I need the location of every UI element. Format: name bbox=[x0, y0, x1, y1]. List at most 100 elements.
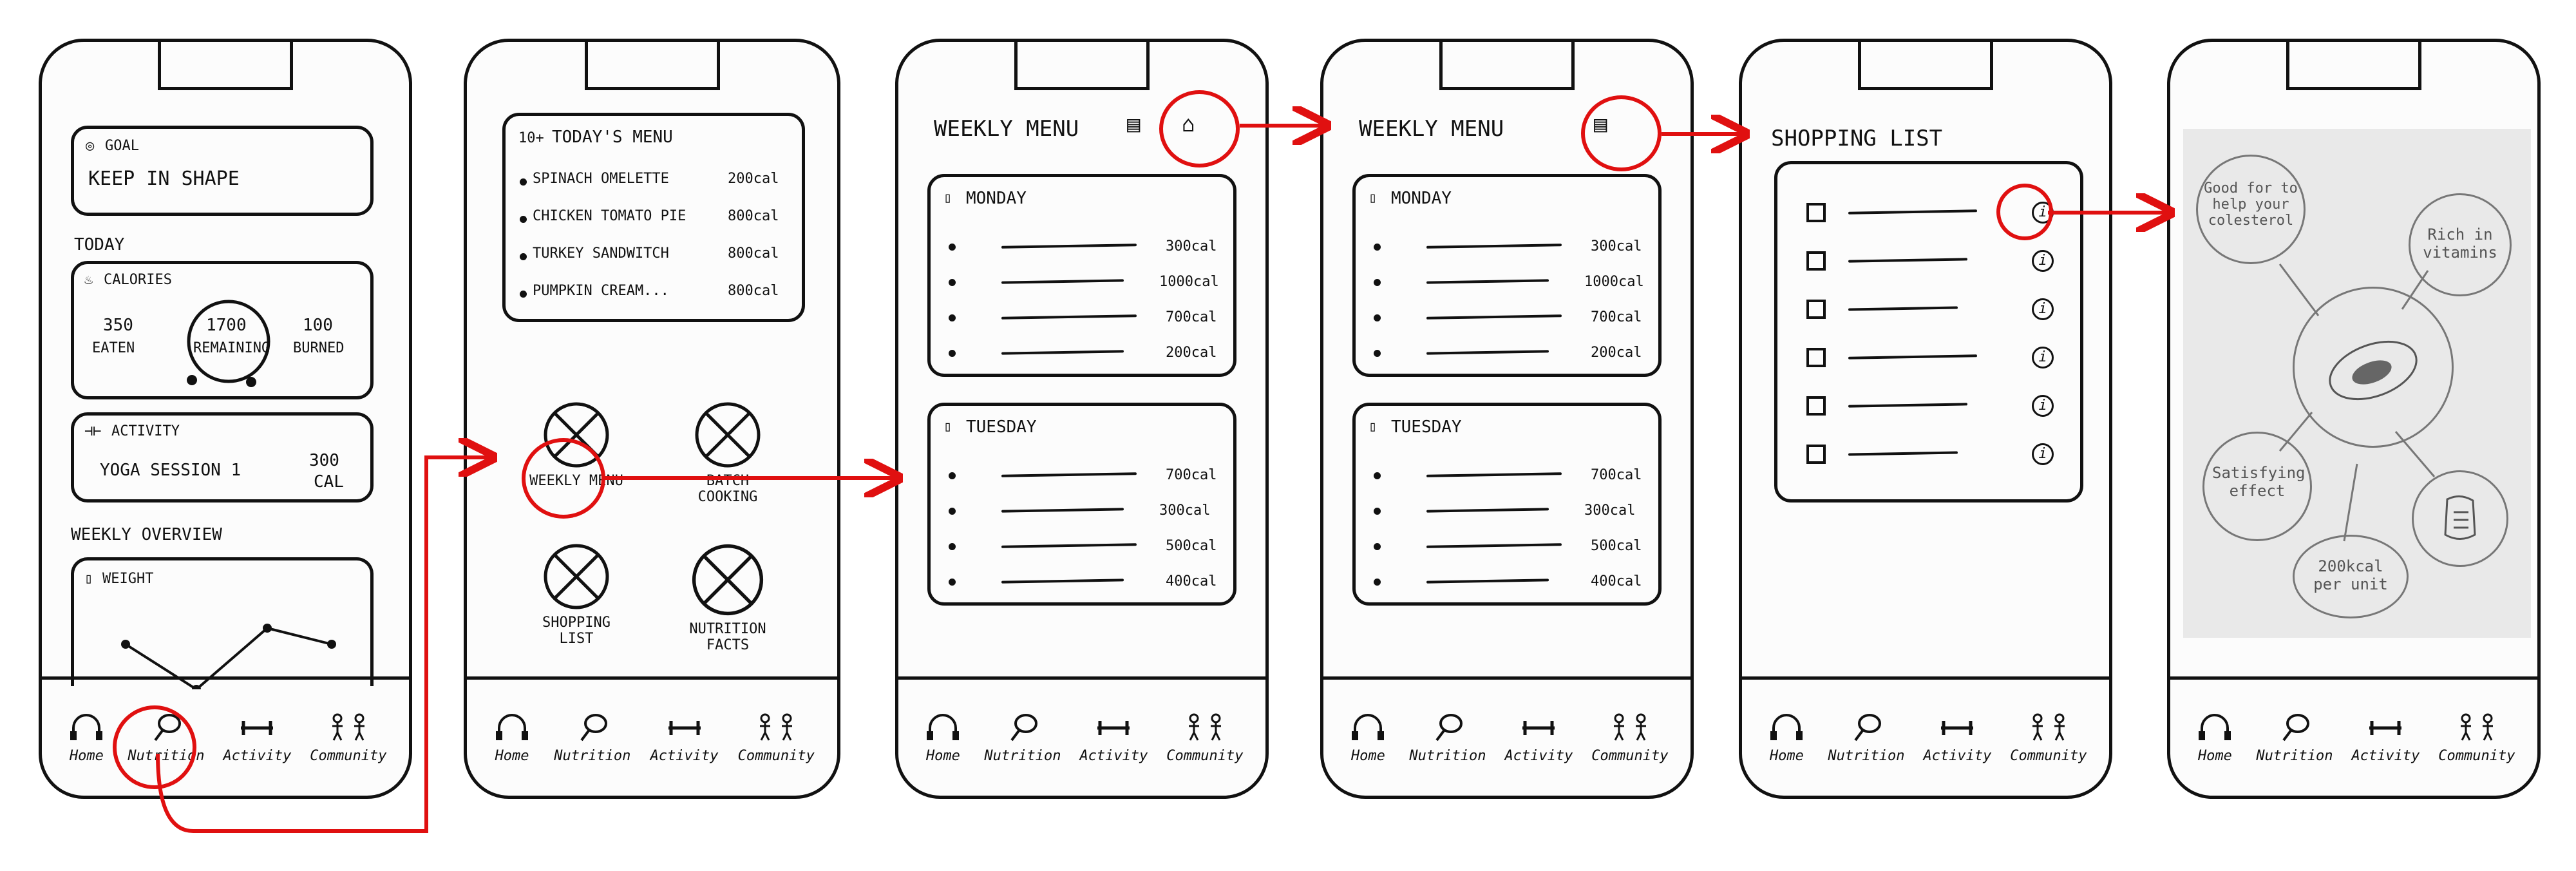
tab-nutrition[interactable]: Nutrition bbox=[1409, 712, 1486, 764]
tab-activity[interactable]: Activity bbox=[1923, 712, 1991, 764]
meal-cal: 700cal bbox=[1166, 309, 1217, 325]
dumbbell-icon bbox=[241, 720, 274, 735]
tile-batch-cooking-label: BATCH COOKING bbox=[697, 473, 758, 505]
todays-menu-card[interactable]: 10+ TODAY'S MENU SPINACH OMELETTE 200cal C… bbox=[502, 113, 805, 322]
shopping-item-text bbox=[1848, 354, 1978, 359]
weight-card[interactable]: ▯ WEIGHT bbox=[71, 557, 374, 689]
day-card[interactable]: ▯ TUESDAY 700cal 300cal 500cal 400cal bbox=[1352, 403, 1662, 606]
shopping-item-checkbox[interactable] bbox=[1806, 348, 1826, 367]
meal-cal: 200cal bbox=[1591, 345, 1642, 361]
shopping-item-checkbox[interactable] bbox=[1806, 203, 1826, 222]
tab-community[interactable]: Community bbox=[310, 712, 387, 764]
placeholder-x-icon bbox=[695, 402, 761, 468]
tab-activity[interactable]: Activity bbox=[223, 712, 291, 764]
note-kcal: 200kcal per unit bbox=[2313, 557, 2388, 593]
tab-home[interactable]: Home bbox=[2192, 712, 2237, 764]
info-icon[interactable]: i bbox=[2032, 395, 2054, 417]
tab-home[interactable]: Home bbox=[1345, 712, 1390, 764]
tab-home[interactable]: Home bbox=[920, 712, 965, 764]
menu-icon: 10+ bbox=[518, 130, 544, 146]
drumstick-icon bbox=[1854, 713, 1881, 741]
shopping-item-checkbox[interactable] bbox=[1806, 251, 1826, 271]
tab-nutrition[interactable]: Nutrition bbox=[984, 712, 1061, 764]
highlight-info-icon bbox=[1996, 184, 2053, 240]
tab-community[interactable]: Community bbox=[1166, 712, 1244, 764]
fist-bubble bbox=[2412, 470, 2508, 567]
notch bbox=[1439, 42, 1575, 90]
people-icon bbox=[2032, 713, 2065, 741]
tab-home[interactable]: Home bbox=[64, 712, 109, 764]
tab-activity[interactable]: Activity bbox=[650, 712, 719, 764]
shopping-item-text bbox=[1848, 403, 1968, 408]
fist-icon bbox=[2444, 495, 2476, 540]
drumstick-icon bbox=[580, 713, 607, 741]
meal-bullet bbox=[949, 244, 956, 251]
tab-community[interactable]: Community bbox=[738, 712, 815, 764]
tab-nutrition[interactable]: Nutrition bbox=[2256, 712, 2333, 764]
tile-shopping-list[interactable]: SHOPPING LIST bbox=[528, 541, 625, 647]
tab-home[interactable]: Home bbox=[1764, 712, 1809, 764]
tile-batch-cooking[interactable]: BATCH COOKING bbox=[673, 399, 782, 505]
shopping-item-text bbox=[1848, 306, 1958, 311]
dumbbell-icon bbox=[1941, 720, 1974, 735]
info-icon[interactable]: i bbox=[2032, 347, 2054, 368]
menu-item-cal: 800cal bbox=[728, 245, 779, 262]
note-bubble-satisfying bbox=[2202, 432, 2312, 541]
tab-home-label: Home bbox=[1350, 747, 1385, 764]
tab-nutrition-label: Nutrition bbox=[2256, 747, 2333, 764]
activity-cal-unit: CAL bbox=[314, 472, 344, 492]
shopping-item-checkbox[interactable] bbox=[1806, 300, 1826, 319]
eaten-label: EATEN bbox=[92, 340, 135, 356]
meal-bullet bbox=[949, 350, 956, 357]
tab-activity[interactable]: Activity bbox=[1079, 712, 1148, 764]
note-bubble-cholesterol bbox=[2196, 155, 2306, 264]
tile-nutrition-facts[interactable]: NUTRITION FACTS bbox=[667, 541, 789, 653]
calories-card[interactable]: ♨ CALORIES 350 EATEN 1700 REMAINING 100 … bbox=[71, 261, 374, 399]
list-icon[interactable]: ▤ bbox=[1127, 111, 1141, 137]
info-icon[interactable]: i bbox=[2032, 443, 2054, 465]
info-icon[interactable]: i bbox=[2032, 250, 2054, 272]
meal-cal: 500cal bbox=[1591, 538, 1642, 554]
tab-community[interactable]: Community bbox=[2438, 712, 2515, 764]
info-icon[interactable]: i bbox=[2032, 298, 2054, 320]
shopping-item-checkbox[interactable] bbox=[1806, 396, 1826, 416]
tab-nutrition-label: Nutrition bbox=[1828, 747, 1905, 764]
goal-card[interactable]: ◎ GOAL KEEP IN SHAPE bbox=[71, 126, 374, 216]
activity-name: YOGA SESSION 1 bbox=[100, 461, 242, 480]
meal-cal: 400cal bbox=[1591, 573, 1642, 589]
shopping-item-text bbox=[1848, 258, 1968, 263]
tab-bar: Home Nutrition Activity Community bbox=[1323, 676, 1690, 796]
activity-card[interactable]: ⊣⊢ ACTIVITY YOGA SESSION 1 300 CAL bbox=[71, 412, 374, 503]
meal-cal: 500cal bbox=[1166, 538, 1217, 554]
note-bubble-vitamins bbox=[2409, 193, 2512, 296]
avocado-icon bbox=[2329, 340, 2418, 401]
screen-weekly-menu-list: WEEKLY MENU ▤ ▯ MONDAY 300cal 1000cal 700cal… bbox=[1320, 39, 1694, 799]
meal-line bbox=[1001, 579, 1124, 584]
tab-home[interactable]: Home bbox=[489, 712, 535, 764]
tab-community[interactable]: Community bbox=[1591, 712, 1669, 764]
tab-activity[interactable]: Activity bbox=[2351, 712, 2420, 764]
tab-community-label: Community bbox=[1591, 747, 1669, 764]
tab-nutrition[interactable]: Nutrition bbox=[1828, 712, 1905, 764]
shopping-item-checkbox[interactable] bbox=[1806, 445, 1826, 464]
headphones-icon bbox=[1770, 713, 1803, 740]
notch bbox=[158, 42, 293, 90]
day-name: MONDAY bbox=[1391, 189, 1452, 208]
meal-cal: 1000cal bbox=[1584, 274, 1644, 290]
tab-bar: Home Nutrition Activity Community bbox=[2170, 676, 2537, 796]
day-card[interactable]: ▯ MONDAY 300cal 1000cal 700cal 200cal bbox=[927, 174, 1236, 377]
tab-community[interactable]: Community bbox=[2010, 712, 2087, 764]
note-vitamins: Rich in vitamins bbox=[2423, 225, 2497, 262]
meal-line bbox=[1426, 579, 1549, 584]
tab-activity[interactable]: Activity bbox=[1504, 712, 1573, 764]
avocado-bubble bbox=[2293, 287, 2454, 448]
activity-label: ACTIVITY bbox=[111, 423, 180, 439]
dumbbell-icon bbox=[668, 720, 701, 735]
tab-activity-label: Activity bbox=[223, 747, 292, 764]
day-card[interactable]: ▯ MONDAY 300cal 1000cal 700cal 200cal bbox=[1352, 174, 1662, 377]
highlight-nutrition-tab bbox=[113, 705, 196, 789]
tab-nutrition[interactable]: Nutrition bbox=[554, 712, 630, 764]
meal-line bbox=[1001, 244, 1137, 249]
day-card[interactable]: ▯ TUESDAY 700cal 300cal 500cal 400cal bbox=[927, 403, 1236, 606]
meal-bullet bbox=[949, 579, 956, 586]
